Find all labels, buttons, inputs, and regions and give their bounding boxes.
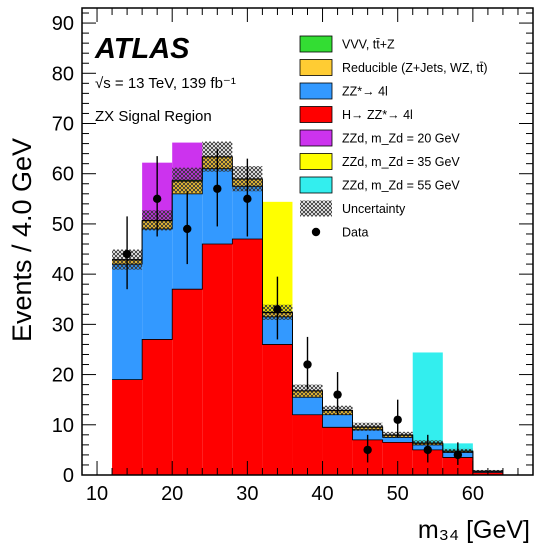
y-tick-label: 50 — [52, 214, 74, 236]
bar-1-6 — [292, 397, 323, 415]
stack-outline-1 — [112, 168, 503, 472]
y-tick-label: 90 — [52, 13, 74, 35]
x-tick-label: 10 — [86, 483, 108, 505]
data-points — [122, 148, 463, 465]
legend-swatch-7 — [300, 200, 332, 217]
y-tick-label: 10 — [52, 415, 74, 437]
x-tick-label: 40 — [311, 483, 333, 505]
y-tick-label: 70 — [52, 113, 74, 135]
bar-1-1 — [142, 228, 173, 340]
x-axis: 10 20 30 40 50 60 — [81, 8, 534, 505]
x-tick-label: 20 — [161, 483, 183, 505]
data-point-9 — [393, 415, 402, 424]
legend-label-4: ZZd, m_Zd = 20 GeV — [342, 132, 460, 146]
signal-bar-2-0 — [412, 352, 443, 443]
x-axis-label: m₃₄ [GeV] — [418, 516, 530, 544]
data-point-5 — [273, 305, 282, 314]
bar-0-4 — [232, 238, 263, 475]
bar-0-5 — [262, 344, 293, 475]
y-tick-label: 30 — [52, 314, 74, 336]
legend-label-0: VVV, tt̄+Z — [342, 38, 395, 52]
bar-0-7 — [322, 427, 353, 475]
stack-outline-2 — [112, 156, 503, 472]
legend-swatch-6 — [299, 176, 333, 194]
y-tick-label: 40 — [52, 264, 74, 286]
bar-1-7 — [322, 414, 353, 428]
data-point-11 — [453, 450, 463, 460]
energy-label: √s = 13 TeV, 139 fb⁻¹ — [95, 75, 236, 92]
y-tick-label: 80 — [52, 63, 74, 85]
region-label: ZX Signal Region — [95, 108, 212, 125]
legend: VVV, tt̄+Z Reducible (Z+Jets, WZ, tt̄) ZZ*… — [299, 35, 488, 240]
legend-swatch-5 — [299, 153, 333, 170]
bar-0-11 — [442, 457, 473, 475]
stack-outline-3 — [112, 156, 503, 472]
legend-label-6: ZZd, m_Zd = 55 GeV — [342, 179, 460, 193]
y-tick-label: 0 — [63, 465, 74, 487]
legend-swatch-1 — [299, 59, 333, 76]
legend-swatch-3 — [299, 106, 333, 123]
x-tick-label: 30 — [236, 483, 258, 505]
x-tick-label: 50 — [387, 483, 409, 505]
data-point-10 — [423, 445, 432, 455]
y-axis: 0 10 20 30 40 50 60 70 80 90 — [52, 12, 533, 487]
legend-label-2: ZZ*→ 4l — [342, 85, 388, 99]
stack-outlines — [112, 156, 503, 473]
data-point-1 — [152, 194, 162, 204]
bar-0-2 — [172, 289, 203, 475]
x-tick-label: 60 — [462, 483, 484, 505]
data-point-7 — [333, 390, 342, 399]
legend-swatch-2 — [299, 82, 333, 100]
data-point-2 — [183, 224, 192, 234]
legend-label-7: Uncertainty — [342, 202, 406, 216]
data-point-0 — [122, 249, 132, 259]
y-tick-label: 60 — [52, 164, 74, 186]
legend-swatch-0 — [299, 35, 333, 53]
legend-swatch-8 — [311, 227, 321, 237]
y-axis-label: Events / 4.0 GeV — [7, 138, 37, 342]
data-point-3 — [213, 184, 222, 193]
data-point-4 — [243, 194, 252, 204]
legend-label-1: Reducible (Z+Jets, WZ, tt̄) — [342, 61, 488, 75]
data-point-6 — [303, 360, 312, 369]
bar-0-0 — [112, 379, 143, 475]
stack-outline-0 — [112, 238, 503, 473]
legend-label-8: Data — [342, 226, 368, 240]
y-tick-label: 20 — [52, 365, 74, 387]
legend-label-5: ZZd, m_Zd = 35 GeV — [342, 155, 460, 169]
experiment-label: ATLAS — [94, 33, 190, 65]
bar-0-6 — [292, 414, 323, 475]
data-point-8 — [363, 445, 372, 455]
bar-0-3 — [202, 244, 233, 475]
legend-swatch-4 — [299, 129, 333, 147]
bar-1-9 — [382, 437, 413, 443]
bar-0-1 — [142, 339, 173, 475]
legend-label-3: H→ ZZ*→ 4l — [342, 108, 413, 122]
